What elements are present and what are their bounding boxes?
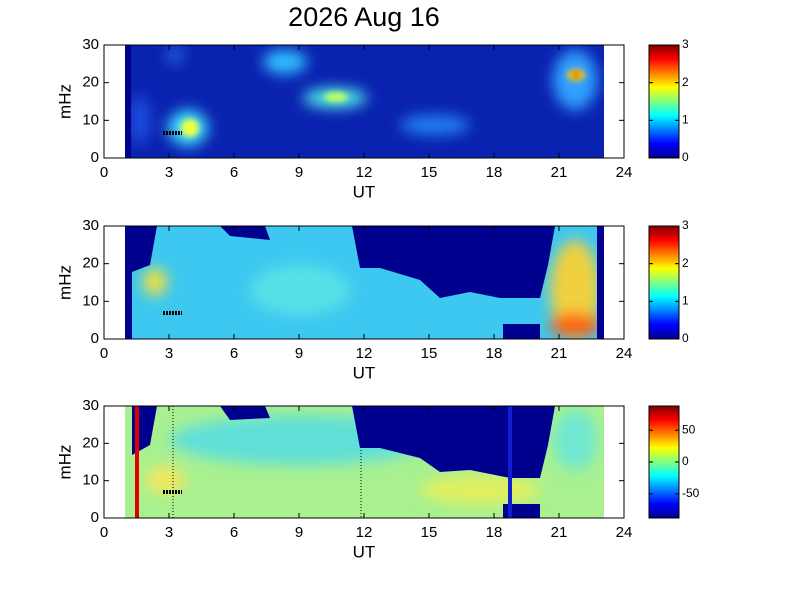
y-tick-label: 10 bbox=[82, 111, 99, 128]
y-tick-label: 0 bbox=[91, 509, 99, 526]
x-tick-label: 3 bbox=[165, 345, 173, 362]
x-axis-label: UT bbox=[353, 363, 376, 382]
x-tick-label: 12 bbox=[356, 524, 373, 541]
x-tick-label: 18 bbox=[486, 345, 503, 362]
colorbar-tick-label: 0 bbox=[682, 150, 689, 164]
chart-title: 2026 Aug 16 bbox=[288, 2, 440, 32]
y-axis-label: mHz bbox=[55, 84, 74, 119]
colorbar-tick-label: 0 bbox=[682, 454, 689, 468]
x-tick-label: 6 bbox=[230, 524, 238, 541]
x-tick-label: 12 bbox=[356, 164, 373, 181]
x-tick-label: 21 bbox=[551, 524, 568, 541]
y-tick-label: 0 bbox=[91, 149, 99, 166]
colorbar-tick-label: 1 bbox=[682, 294, 689, 308]
x-tick-label: 3 bbox=[165, 524, 173, 541]
colorbar-tick-label: 50 bbox=[682, 422, 696, 436]
x-tick-label: 12 bbox=[356, 345, 373, 362]
y-tick-label: 20 bbox=[82, 74, 99, 91]
colorbar bbox=[648, 405, 680, 519]
x-tick-label: 24 bbox=[616, 164, 633, 181]
x-tick-label: 15 bbox=[421, 345, 438, 362]
x-tick-label: 15 bbox=[421, 164, 438, 181]
y-tick-label: 30 bbox=[82, 397, 99, 414]
x-tick-label: 9 bbox=[295, 164, 303, 181]
x-tick-label: 6 bbox=[230, 345, 238, 362]
x-tick-label: 21 bbox=[551, 345, 568, 362]
colorbar bbox=[648, 44, 680, 159]
colorbar-tick-label: -50 bbox=[682, 486, 700, 500]
y-tick-label: 20 bbox=[82, 255, 99, 272]
markers bbox=[163, 131, 182, 494]
colorbar-tick-label: 3 bbox=[682, 218, 689, 232]
x-tick-label: 9 bbox=[295, 345, 303, 362]
x-tick-label: 0 bbox=[100, 164, 108, 181]
colorbar-tick-label: 2 bbox=[682, 256, 689, 270]
colorbar bbox=[648, 225, 680, 340]
colorbar-tick-label: 1 bbox=[682, 113, 689, 127]
x-tick-label: 24 bbox=[616, 345, 633, 362]
x-tick-label: 3 bbox=[165, 164, 173, 181]
x-axis-label: UT bbox=[353, 182, 376, 201]
y-tick-label: 30 bbox=[82, 36, 99, 53]
x-axis-label: UT bbox=[353, 542, 376, 561]
colorbar-tick-label: 3 bbox=[682, 37, 689, 51]
x-tick-label: 15 bbox=[421, 524, 438, 541]
y-tick-label: 10 bbox=[82, 292, 99, 309]
y-tick-label: 30 bbox=[82, 217, 99, 234]
spectrogram-image bbox=[125, 406, 604, 518]
spectrogram-image bbox=[125, 45, 604, 158]
colorbar-tick-label: 2 bbox=[682, 75, 689, 89]
y-tick-label: 20 bbox=[82, 434, 99, 451]
x-tick-label: 18 bbox=[486, 524, 503, 541]
y-axis-label: mHz bbox=[55, 445, 74, 480]
x-tick-label: 0 bbox=[100, 345, 108, 362]
x-tick-label: 9 bbox=[295, 524, 303, 541]
y-tick-label: 0 bbox=[91, 330, 99, 347]
x-tick-label: 18 bbox=[486, 164, 503, 181]
y-tick-label: 10 bbox=[82, 472, 99, 489]
x-tick-label: 0 bbox=[100, 524, 108, 541]
x-tick-label: 24 bbox=[616, 524, 633, 541]
colorbar-tick-label: 0 bbox=[682, 331, 689, 345]
spectrogram-image bbox=[125, 226, 604, 339]
x-tick-label: 21 bbox=[551, 164, 568, 181]
x-tick-label: 6 bbox=[230, 164, 238, 181]
y-axis-label: mHz bbox=[55, 265, 74, 300]
